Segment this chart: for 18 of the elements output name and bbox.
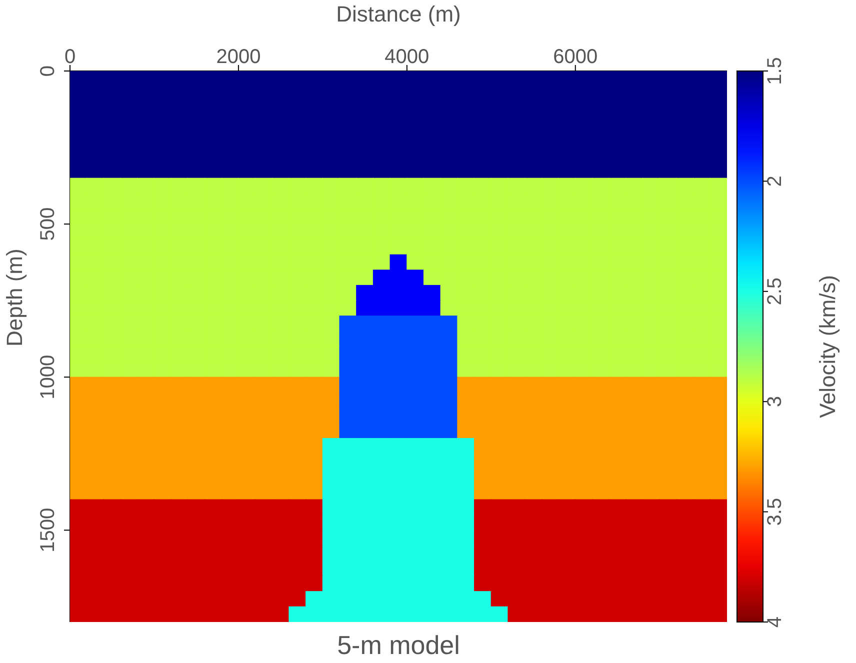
color-bar-label: 1.5 bbox=[764, 57, 786, 85]
x-tick-label: 4000 bbox=[384, 46, 430, 68]
color-bar-title: Velocity (km/s) bbox=[815, 274, 840, 418]
x-tick-label: 6000 bbox=[553, 46, 598, 68]
y-tick-label: 1500 bbox=[37, 508, 59, 552]
color-bar-label: 4 bbox=[764, 616, 786, 628]
color-bar-label: 3.5 bbox=[764, 498, 786, 526]
y-axis-title: Depth (m) bbox=[2, 248, 27, 346]
text: 5-m model bbox=[336, 630, 461, 661]
x-axis-title: Distance (m) bbox=[336, 2, 461, 27]
y-tick-label: 0 bbox=[37, 65, 59, 77]
color-bar-label: 2 bbox=[764, 176, 786, 187]
y-tick-label: 1000 bbox=[37, 354, 59, 400]
x-tick-label: 0 bbox=[64, 46, 76, 68]
color-bar-label: 2.5 bbox=[764, 277, 786, 306]
y-tick-label: 500 bbox=[37, 207, 59, 241]
color-bar-label: 3 bbox=[764, 396, 786, 408]
x-tick-label: 2000 bbox=[216, 46, 261, 68]
